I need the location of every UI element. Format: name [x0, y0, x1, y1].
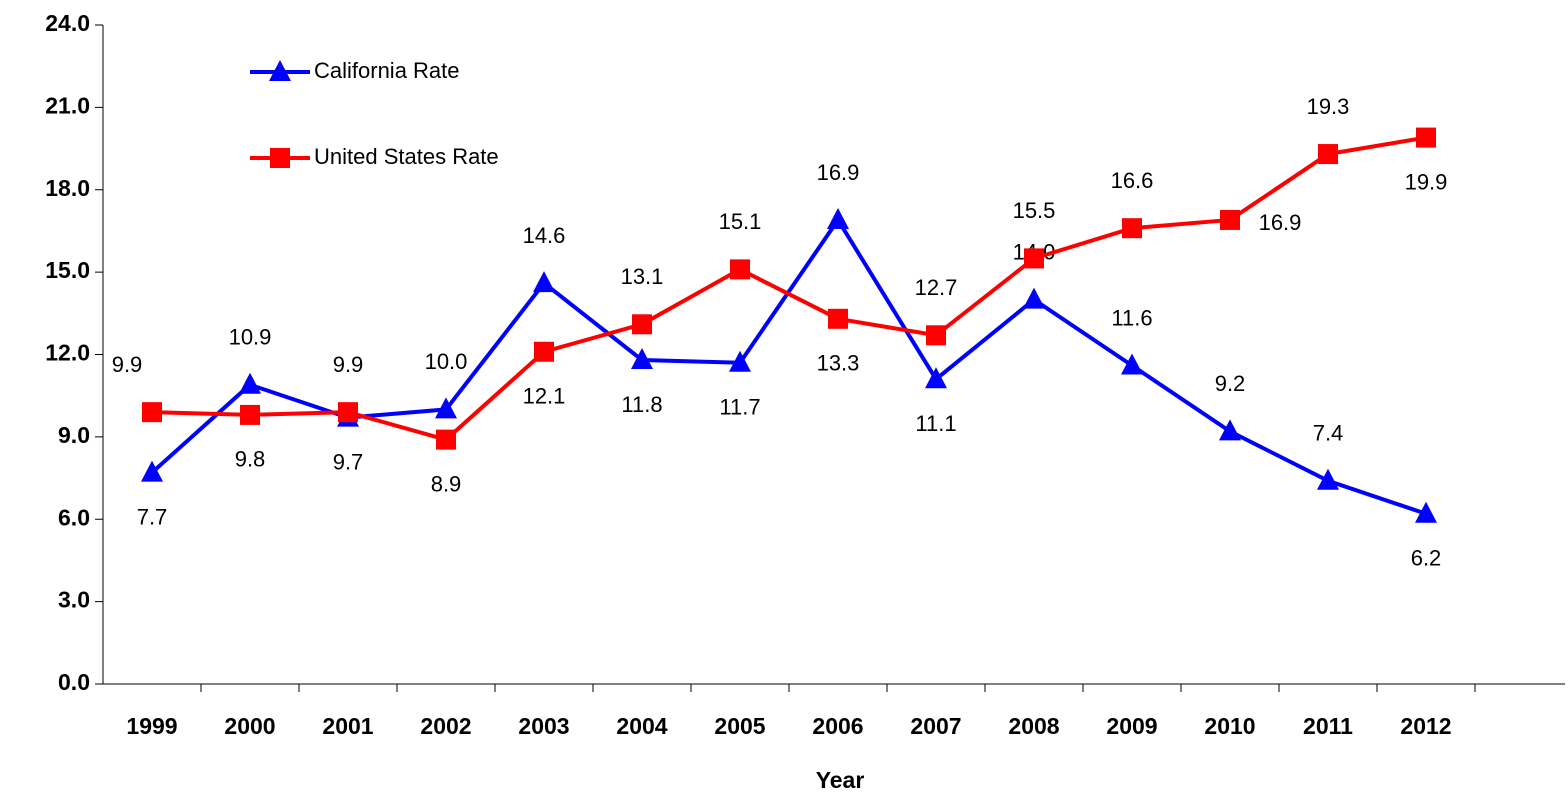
point-marker [338, 402, 358, 423]
x-tick-label: 2004 [616, 713, 667, 739]
x-tick-label: 2001 [322, 713, 373, 739]
y-tick-label: 24.0 [45, 10, 90, 36]
point-marker [1121, 353, 1143, 375]
point-marker [1023, 287, 1045, 309]
legend-marker [270, 148, 290, 168]
x-tick-label: 2012 [1400, 713, 1451, 739]
point-marker [141, 460, 163, 482]
data-label: 9.9 [333, 352, 364, 377]
point-marker [729, 350, 751, 372]
point-marker [1317, 468, 1339, 490]
data-label: 13.1 [621, 264, 664, 289]
point-marker [1220, 209, 1240, 230]
data-label: 12.1 [523, 384, 566, 409]
data-label: 9.7 [333, 449, 364, 474]
point-marker [631, 347, 653, 369]
x-tick-label: 2008 [1008, 713, 1059, 739]
point-marker [730, 259, 750, 280]
point-marker [534, 341, 554, 362]
y-tick-label: 9.0 [58, 422, 90, 448]
point-marker [925, 367, 947, 389]
x-tick-label: 2005 [714, 713, 765, 739]
point-marker [239, 372, 261, 394]
x-axis-title: Year [816, 767, 865, 793]
data-label: 15.5 [1013, 198, 1056, 223]
data-label: 9.2 [1215, 371, 1246, 396]
x-tick-label: 2009 [1106, 713, 1157, 739]
data-label: 14.6 [523, 223, 566, 248]
point-marker [240, 404, 260, 425]
point-marker [1024, 248, 1044, 269]
data-label: 10.9 [229, 325, 272, 350]
y-tick-label: 6.0 [58, 504, 90, 530]
y-tick-label: 15.0 [45, 257, 90, 283]
data-label: 19.9 [1405, 169, 1448, 194]
point-marker [1122, 218, 1142, 239]
point-marker [828, 308, 848, 329]
data-label: 12.7 [915, 275, 958, 300]
data-label: 13.3 [817, 351, 860, 376]
y-tick-label: 0.0 [58, 669, 90, 695]
data-label: 11.6 [1111, 305, 1152, 330]
y-tick-label: 18.0 [45, 175, 90, 201]
x-tick-label: 2006 [812, 713, 863, 739]
data-label: 16.9 [817, 160, 860, 185]
legend-marker [269, 60, 291, 81]
point-marker [827, 207, 849, 229]
data-label: 6.2 [1411, 546, 1442, 571]
point-marker [632, 314, 652, 335]
y-tick-label: 21.0 [45, 92, 90, 118]
data-label: 11.7 [719, 395, 760, 420]
x-tick-label: 2007 [910, 713, 961, 739]
point-marker [926, 325, 946, 346]
y-tick-label: 3.0 [58, 587, 90, 613]
data-label: 16.6 [1111, 168, 1154, 193]
legend-label: California Rate [314, 58, 460, 83]
point-marker [1415, 501, 1437, 523]
point-marker [533, 271, 555, 293]
x-tick-label: 2011 [1303, 713, 1353, 739]
point-marker [1219, 419, 1241, 441]
x-tick-label: 2010 [1204, 713, 1255, 739]
data-label: 11.1 [915, 411, 956, 436]
x-tick-label: 2003 [518, 713, 569, 739]
point-marker [142, 402, 162, 423]
data-label: 9.9 [112, 352, 143, 377]
y-tick-label: 12.0 [45, 340, 90, 366]
data-label: 19.3 [1307, 94, 1350, 119]
x-tick-label: 2000 [224, 713, 275, 739]
data-label: 11.8 [621, 392, 662, 417]
data-label: 7.4 [1313, 421, 1344, 446]
series-line [151, 135, 1427, 442]
point-marker [1416, 127, 1436, 148]
x-tick-label: 2002 [420, 713, 471, 739]
x-tick-label: 1999 [126, 713, 177, 739]
data-label: 16.9 [1259, 210, 1302, 235]
point-marker [1318, 144, 1338, 165]
point-marker [435, 397, 457, 419]
data-label: 8.9 [431, 471, 462, 496]
data-label: 15.1 [719, 209, 762, 234]
data-label: 7.7 [137, 504, 168, 529]
point-marker [436, 429, 456, 450]
legend-label: United States Rate [314, 144, 499, 169]
data-label: 10.0 [425, 349, 468, 374]
data-label: 9.8 [235, 447, 266, 472]
